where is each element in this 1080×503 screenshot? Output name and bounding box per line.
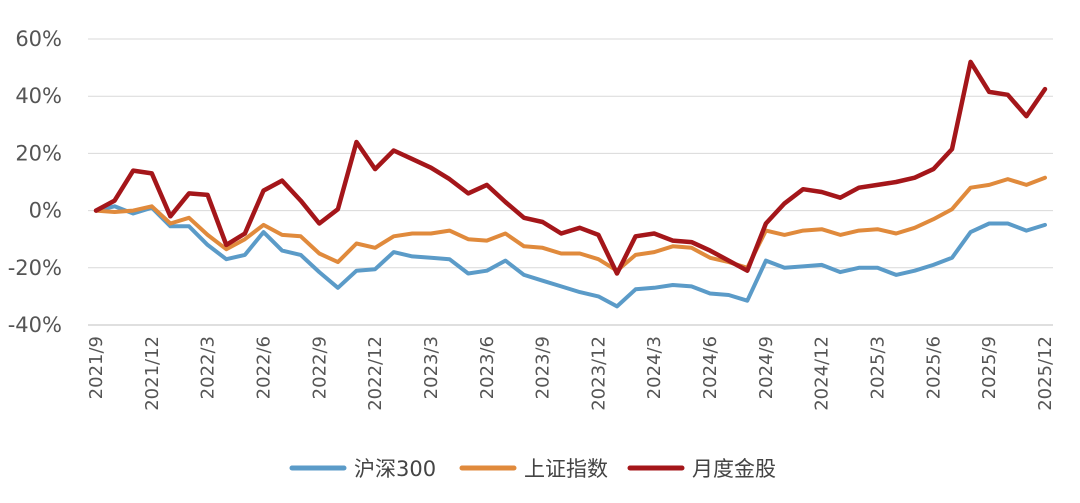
x-tick-label: 2022/9 — [309, 336, 330, 399]
x-tick-label: 2023/9 — [533, 336, 554, 399]
x-tick-label: 2024/3 — [644, 336, 665, 399]
series-line-1 — [94, 204, 1047, 309]
y-tick-label: -20% — [8, 256, 62, 280]
legend-label: 沪深300 — [354, 457, 436, 481]
x-tick-label: 2021/12 — [142, 336, 163, 411]
y-tick-label: 60% — [15, 27, 62, 51]
x-tick-label: 2022/12 — [365, 336, 386, 411]
y-tick-label: 40% — [15, 84, 62, 108]
x-tick-label: 2025/6 — [923, 336, 944, 399]
x-tick-label: 2022/3 — [198, 336, 219, 399]
x-tick-label: 2025/9 — [979, 336, 1000, 399]
legend-label: 上证指数 — [524, 457, 608, 481]
x-tick-label: 2024/9 — [756, 336, 777, 399]
x-tick-label: 2023/6 — [477, 336, 498, 399]
legend-label: 月度金股 — [692, 457, 776, 481]
series-line-2 — [94, 175, 1047, 273]
gridlines — [88, 38, 1053, 326]
x-tick-label: 2025/3 — [868, 336, 889, 399]
x-tick-label: 2024/12 — [812, 336, 833, 411]
series-line-3 — [93, 59, 1048, 276]
legend: 沪深300 上证指数 月度金股 — [289, 457, 776, 481]
x-axis-ticks: 2021/9 2021/12 2022/3 2022/6 2022/9 2022/12 20… — [86, 336, 1056, 411]
series-lines — [93, 59, 1048, 309]
x-tick-label: 2022/6 — [253, 336, 274, 399]
x-tick-label: 2021/9 — [86, 336, 107, 399]
x-tick-label: 2023/12 — [588, 336, 609, 411]
y-tick-label: 20% — [15, 141, 62, 165]
x-tick-label: 2025/12 — [1035, 336, 1056, 411]
x-tick-label: 2024/6 — [700, 336, 721, 399]
y-tick-label: -40% — [8, 313, 62, 337]
x-tick-label: 2023/3 — [421, 336, 442, 399]
y-tick-label: 0% — [29, 199, 62, 223]
y-axis-ticks: 60% 40% 20% 0% -20% -40% — [8, 27, 62, 337]
